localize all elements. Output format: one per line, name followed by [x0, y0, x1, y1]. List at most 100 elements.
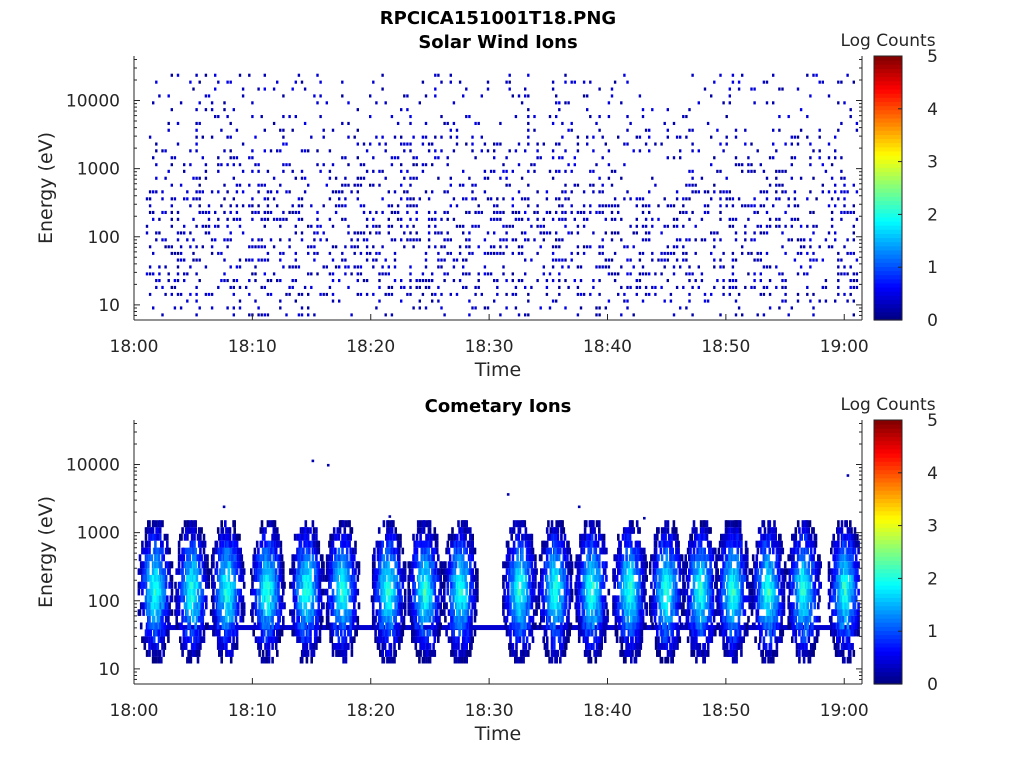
- heatmap-cell: [434, 87, 437, 91]
- heatmap-cell: [493, 231, 496, 235]
- heatmap-cell: [793, 190, 797, 194]
- heatmap-cell: [351, 622, 355, 630]
- heatmap-cell: [350, 190, 353, 194]
- heatmap-cell: [282, 588, 285, 596]
- heatmap-cell: [426, 643, 429, 650]
- heatmap-cell: [434, 156, 437, 160]
- heatmap-cell: [158, 231, 161, 235]
- heatmap-cell: [524, 527, 528, 534]
- heatmap-cell: [434, 231, 437, 235]
- heatmap-cell: [443, 568, 446, 575]
- heatmap-cell: [502, 561, 505, 569]
- colorbar-swatch: [874, 80, 902, 86]
- heatmap-cell: [524, 272, 527, 276]
- heatmap-cell: [198, 258, 201, 262]
- heatmap-cell: [257, 643, 260, 650]
- heatmap-cell: [728, 197, 731, 201]
- heatmap-cell: [716, 279, 719, 283]
- heatmap-cell: [509, 527, 512, 534]
- heatmap-cell: [354, 581, 357, 589]
- heatmap-cell: [623, 142, 626, 146]
- heatmap-cell: [207, 210, 211, 214]
- heatmap-cell: [534, 581, 537, 589]
- heatmap-cell: [267, 643, 271, 650]
- heatmap-cell: [207, 94, 211, 98]
- heatmap-cell: [145, 609, 149, 616]
- heatmap-cell: [753, 197, 756, 201]
- heatmap-cell: [152, 306, 155, 310]
- heatmap-cell: [207, 581, 210, 589]
- heatmap-cell: [344, 204, 347, 208]
- heatmap-cell: [406, 169, 409, 173]
- heatmap-cell: [576, 231, 580, 235]
- heatmap-cell: [713, 183, 716, 187]
- heatmap-cell: [372, 245, 375, 249]
- heatmap-cell: [396, 210, 400, 214]
- heatmap-cell: [525, 554, 529, 562]
- heatmap-cell: [691, 176, 694, 180]
- heatmap-cell: [564, 183, 567, 187]
- heatmap-cell: [218, 574, 221, 582]
- heatmap-cell: [283, 602, 286, 610]
- heatmap-cell: [263, 313, 266, 317]
- heatmap-cell: [465, 656, 468, 664]
- heatmap-cell: [214, 87, 217, 91]
- heatmap-cell: [536, 142, 539, 146]
- heatmap-cell: [322, 568, 325, 575]
- heatmap-cell: [514, 115, 518, 119]
- heatmap-cell: [595, 313, 598, 317]
- heatmap-cell: [195, 149, 198, 153]
- heatmap-cell: [344, 265, 347, 269]
- heatmap-cell: [331, 279, 335, 283]
- heatmap-cell: [229, 210, 232, 214]
- heatmap-cell: [334, 190, 338, 194]
- heatmap-cell: [511, 238, 514, 242]
- heatmap-cell: [285, 292, 288, 296]
- heatmap-cell: [644, 238, 648, 242]
- heatmap-cell: [161, 285, 164, 289]
- heatmap-cell: [257, 245, 260, 249]
- heatmap-cell: [651, 251, 654, 255]
- heatmap-cell: [268, 609, 272, 616]
- heatmap-cell: [380, 629, 383, 637]
- heatmap-cell: [781, 299, 784, 303]
- heatmap-cell: [601, 135, 604, 139]
- heatmap-cell: [453, 615, 457, 623]
- heatmap-cell: [260, 183, 263, 187]
- heatmap-cell: [477, 285, 480, 289]
- heatmap-cell: [334, 210, 338, 214]
- heatmap-cell: [282, 210, 285, 214]
- heatmap-cell: [725, 197, 728, 201]
- heatmap-cell: [685, 115, 688, 119]
- heatmap-cell: [226, 217, 229, 221]
- heatmap-cell: [534, 554, 537, 562]
- heatmap-cell: [356, 190, 359, 194]
- heatmap-cell: [214, 115, 217, 119]
- heatmap-cell: [644, 128, 648, 132]
- heatmap-cell: [168, 568, 171, 575]
- heatmap-cell: [148, 272, 152, 276]
- heatmap-cell: [260, 313, 263, 317]
- heatmap-cell: [387, 224, 390, 228]
- heatmap-cell: [666, 204, 669, 208]
- heatmap-cell: [152, 636, 156, 643]
- heatmap-cell: [521, 547, 524, 555]
- heatmap-cell: [176, 251, 180, 255]
- heatmap-cell: [790, 135, 793, 139]
- heatmap-cell: [427, 554, 431, 562]
- heatmap-cell: [435, 547, 439, 555]
- heatmap-cell: [201, 588, 205, 596]
- heatmap-cell: [228, 533, 232, 541]
- heatmap-cell: [342, 588, 345, 596]
- heatmap-cell: [374, 615, 377, 623]
- heatmap-cell: [276, 80, 279, 84]
- heatmap-cell: [259, 643, 263, 650]
- heatmap-cell: [186, 609, 189, 616]
- heatmap-cell: [248, 292, 251, 296]
- heatmap-cell: [722, 101, 725, 105]
- heatmap-cell: [167, 128, 170, 132]
- heatmap-cell: [762, 285, 766, 289]
- heatmap-cell: [496, 197, 499, 201]
- heatmap-cell: [414, 561, 418, 569]
- heatmap-cell: [434, 135, 437, 139]
